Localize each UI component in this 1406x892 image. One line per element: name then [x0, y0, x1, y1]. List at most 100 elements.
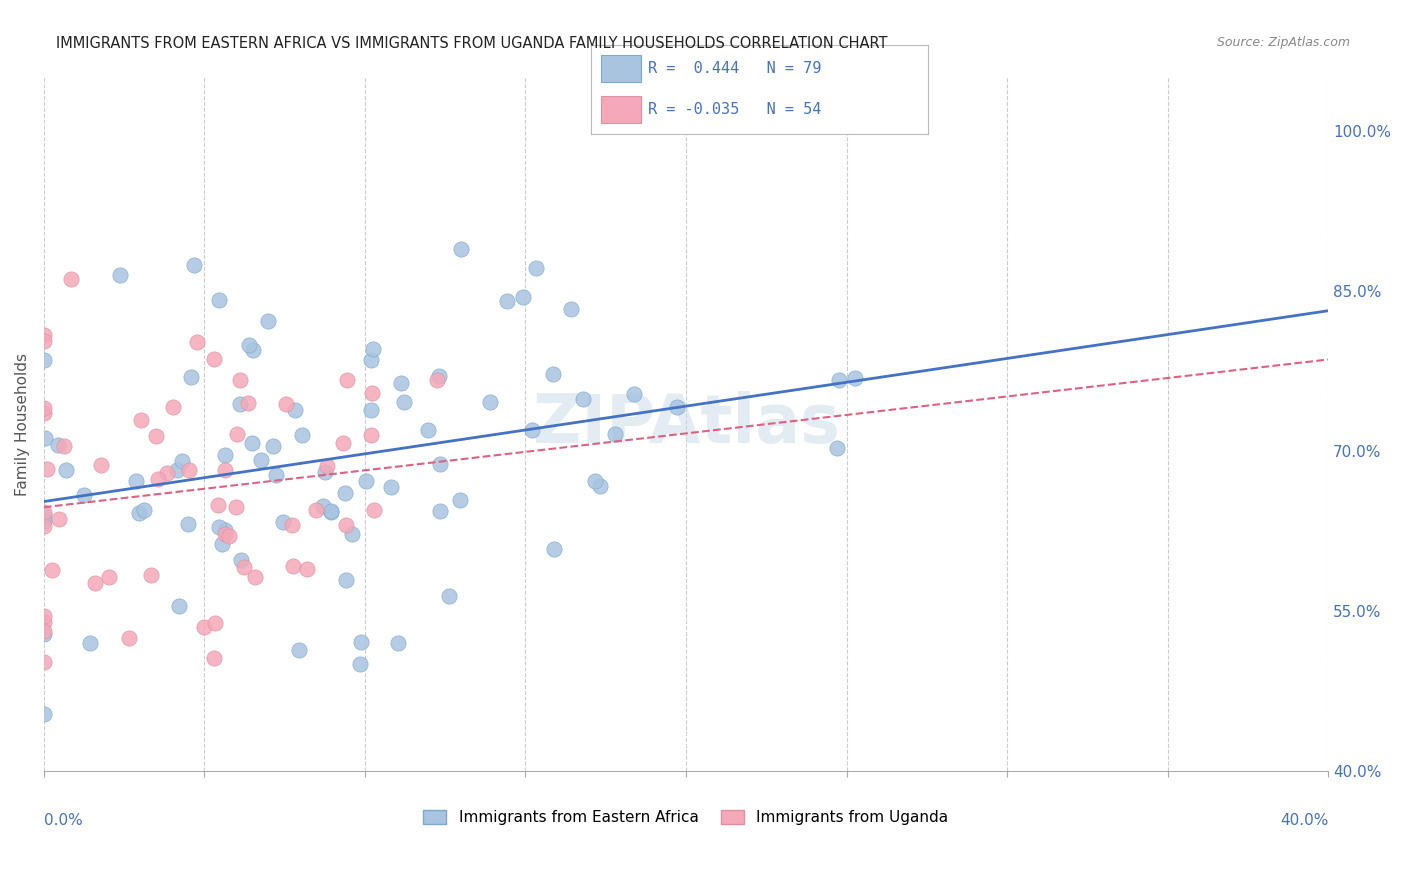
Point	[312, 499, 335, 513]
Text: IMMIGRANTS FROM EASTERN AFRICA VS IMMIGRANTS FROM UGANDA FAMILY HOUSEHOLDS CORRE: IMMIGRANTS FROM EASTERN AFRICA VS IMMIGR…	[56, 36, 887, 51]
Point	[589, 478, 612, 492]
Point	[828, 373, 851, 387]
Text: 0.0%: 0.0%	[44, 813, 83, 828]
Point	[41, 563, 63, 577]
Point	[429, 503, 451, 517]
Point	[281, 558, 304, 573]
Point	[229, 397, 252, 411]
Point	[360, 403, 382, 417]
Point	[125, 474, 148, 488]
Point	[32, 505, 55, 519]
Point	[186, 334, 208, 349]
Point	[520, 423, 543, 437]
Point	[361, 342, 384, 356]
Point	[233, 560, 256, 574]
Point	[166, 463, 188, 477]
Point	[32, 656, 55, 670]
Point	[32, 519, 55, 533]
Point	[262, 439, 284, 453]
Point	[225, 500, 247, 514]
Text: R = -0.035   N = 54: R = -0.035 N = 54	[648, 103, 821, 117]
Point	[333, 486, 356, 500]
Point	[32, 508, 55, 523]
Point	[340, 526, 363, 541]
Point	[543, 368, 565, 382]
Point	[274, 397, 297, 411]
Point	[437, 589, 460, 603]
Point	[416, 423, 439, 437]
Point	[148, 472, 170, 486]
Point	[271, 516, 294, 530]
Point	[512, 290, 534, 304]
Point	[229, 373, 252, 387]
Point	[214, 526, 236, 541]
Point	[242, 343, 264, 358]
Point	[387, 636, 409, 650]
Point	[319, 505, 342, 519]
Point	[53, 439, 76, 453]
Point	[291, 427, 314, 442]
Point	[118, 632, 141, 646]
Point	[250, 453, 273, 467]
Point	[208, 293, 231, 307]
Text: R =  0.444   N = 79: R = 0.444 N = 79	[648, 62, 821, 76]
Point	[297, 562, 319, 576]
Point	[496, 293, 519, 308]
Point	[427, 368, 450, 383]
Point	[35, 462, 58, 476]
Point	[226, 427, 249, 442]
Point	[84, 575, 107, 590]
Text: 40.0%: 40.0%	[1279, 813, 1329, 828]
Point	[284, 402, 307, 417]
Point	[90, 458, 112, 473]
Point	[32, 624, 55, 639]
Point	[335, 518, 357, 533]
Point	[145, 429, 167, 443]
Point	[207, 499, 229, 513]
Point	[132, 503, 155, 517]
Point	[524, 261, 547, 276]
Point	[336, 373, 359, 387]
Point	[844, 371, 866, 385]
Point	[360, 352, 382, 367]
Point	[354, 474, 377, 488]
Point	[46, 437, 69, 451]
Point	[543, 541, 565, 556]
Point	[202, 651, 225, 665]
Point	[139, 568, 162, 582]
Point	[156, 467, 179, 481]
Point	[825, 441, 848, 455]
Point	[218, 529, 240, 543]
Point	[281, 518, 304, 533]
Point	[363, 503, 385, 517]
Text: ZIPAtlas: ZIPAtlas	[533, 392, 839, 458]
Point	[332, 436, 354, 450]
Point	[256, 314, 278, 328]
Point	[665, 400, 688, 414]
Point	[314, 465, 336, 479]
Point	[623, 386, 645, 401]
Point	[32, 406, 55, 420]
Point	[128, 506, 150, 520]
Point	[449, 493, 471, 508]
Point	[32, 352, 55, 367]
Point	[583, 474, 606, 488]
Point	[34, 432, 56, 446]
Point	[59, 272, 82, 286]
Point	[238, 338, 260, 352]
Point	[202, 352, 225, 367]
Point	[361, 386, 384, 401]
Point	[79, 636, 101, 650]
Point	[380, 480, 402, 494]
Point	[32, 615, 55, 629]
Point	[214, 462, 236, 476]
Point	[450, 242, 472, 256]
Point	[479, 395, 502, 409]
Point	[264, 467, 287, 482]
Point	[32, 328, 55, 343]
Point	[32, 706, 55, 721]
Point	[73, 488, 96, 502]
Point	[288, 643, 311, 657]
FancyBboxPatch shape	[600, 96, 641, 123]
Text: Source: ZipAtlas.com: Source: ZipAtlas.com	[1216, 36, 1350, 49]
